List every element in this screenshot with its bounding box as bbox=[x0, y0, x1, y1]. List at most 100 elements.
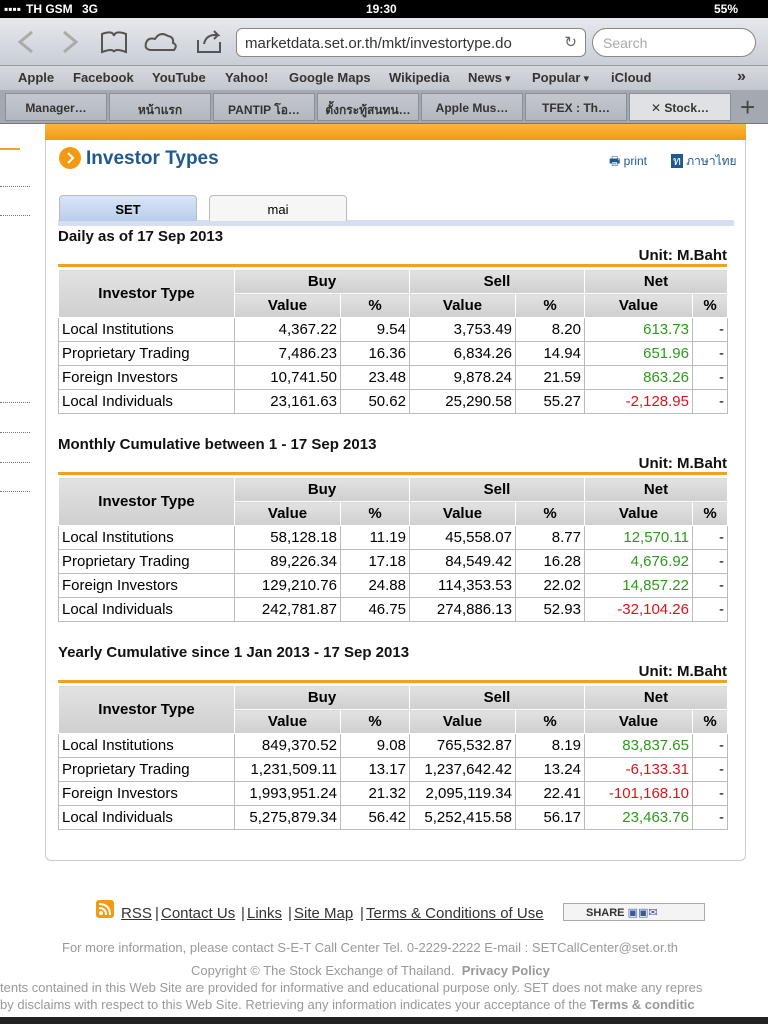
cell: 3,753.49 bbox=[409, 317, 516, 342]
tab-title: Apple Mus… bbox=[435, 101, 509, 115]
cell: 2,095,119.34 bbox=[409, 781, 516, 806]
bookmark[interactable]: Apple bbox=[18, 70, 55, 85]
page-title: Investor Types bbox=[86, 148, 219, 169]
cell: Local Individuals bbox=[58, 389, 235, 414]
header-cell: Net bbox=[583, 477, 729, 502]
cell: 9.54 bbox=[340, 317, 410, 342]
bookmark[interactable]: Google Maps bbox=[289, 70, 371, 85]
cell: 5,275,879.34 bbox=[234, 805, 341, 830]
terms-link[interactable]: Terms & conditic bbox=[590, 997, 695, 1012]
header-cell: Value bbox=[409, 501, 516, 526]
header-row: Value% Value% Value% bbox=[59, 501, 729, 526]
browser-tab[interactable]: Apple Mus… bbox=[421, 93, 523, 121]
browser-tab[interactable]: TFEX : Th… bbox=[525, 93, 627, 121]
mai-tab[interactable]: mai bbox=[209, 195, 347, 221]
reload-icon[interactable]: ↻ bbox=[564, 34, 577, 51]
cell: 22.41 bbox=[515, 781, 585, 806]
investor-table: Investor Type Buy Sell Net Value% Value% Value… bbox=[58, 477, 729, 622]
thai-link[interactable]: ท ภาษาไทย bbox=[671, 152, 737, 171]
cell: Local Institutions bbox=[58, 317, 235, 342]
bookmark[interactable]: YouTube bbox=[152, 70, 206, 85]
browser-tab[interactable]: หน้าแรก bbox=[109, 93, 211, 121]
cell: 4,676.92 bbox=[584, 549, 693, 574]
cell: 58,128.18 bbox=[234, 525, 341, 550]
footer-link[interactable]: RSS bbox=[121, 905, 152, 922]
time: 19:30 bbox=[366, 2, 397, 16]
thai-icon: ท bbox=[671, 154, 683, 168]
cell: 863.26 bbox=[584, 365, 693, 390]
header-cell: Net bbox=[583, 269, 729, 294]
cell: -6,133.31 bbox=[584, 757, 693, 782]
tab-title: TFEX : Th… bbox=[542, 101, 610, 115]
divider bbox=[58, 472, 727, 475]
cell: 4,367.22 bbox=[234, 317, 341, 342]
bookmark[interactable]: News bbox=[468, 70, 511, 85]
browser-tab[interactable]: ตั้งกระทู้สนทน… bbox=[317, 93, 419, 121]
bookmarks-button[interactable] bbox=[101, 31, 127, 54]
cell: 46.75 bbox=[340, 597, 410, 622]
cell: Foreign Investors bbox=[58, 573, 235, 598]
share-button[interactable]: SHARE ▣▣✉ bbox=[563, 903, 705, 921]
browser-toolbar: marketdata.set.or.th/mkt/investortype.do… bbox=[0, 18, 768, 66]
footer-link[interactable]: Links bbox=[247, 905, 283, 922]
cell: Proprietary Trading bbox=[58, 757, 235, 782]
cell: 23,161.63 bbox=[234, 389, 341, 414]
cell: - bbox=[691, 757, 729, 782]
browser-tab[interactable]: Manager… bbox=[5, 93, 107, 121]
bookmark[interactable]: Yahoo! bbox=[225, 70, 269, 85]
signal: ▪▪▪▪ bbox=[4, 2, 22, 16]
print-link[interactable]: 🖶 print bbox=[609, 154, 648, 168]
data-row: Proprietary Trading 7,486.23 16.36 6,834.26… bbox=[58, 341, 729, 366]
header-row: Investor Type Buy Sell Net bbox=[58, 477, 729, 526]
copyright-text: Copyright © The Stock Exchange of Thaila… bbox=[191, 963, 455, 978]
tab-title: Stock… bbox=[664, 101, 710, 115]
forward-button[interactable] bbox=[63, 30, 79, 54]
icloud-button[interactable] bbox=[144, 33, 177, 51]
search-field[interactable]: Search bbox=[592, 28, 756, 57]
investor-table: Investor Type Buy Sell Net Value% Value% Value… bbox=[58, 685, 729, 830]
url-field[interactable]: marketdata.set.or.th/mkt/investortype.do… bbox=[236, 28, 586, 57]
battery: 55% bbox=[714, 2, 739, 16]
disclaimer-line: tents contained in this Web Site are pro… bbox=[0, 980, 703, 995]
set-tab[interactable]: SET bbox=[59, 195, 197, 221]
header-cell: % bbox=[515, 293, 585, 318]
footer-link[interactable]: Contact Us bbox=[161, 905, 236, 922]
unit-label: Unit: M.Baht bbox=[638, 247, 727, 264]
privacy-link[interactable]: Privacy Policy bbox=[461, 963, 550, 978]
sidebar-line bbox=[0, 186, 30, 187]
bookmark[interactable]: Wikipedia bbox=[389, 70, 450, 85]
back-button[interactable] bbox=[17, 30, 33, 54]
cell: - bbox=[691, 317, 729, 342]
bookmark[interactable]: Popular bbox=[532, 70, 589, 85]
cell: 5,252,415.58 bbox=[409, 805, 516, 830]
header-cell: % bbox=[515, 501, 585, 526]
cell: - bbox=[691, 549, 729, 574]
bookmarks-bar: » Apple Facebook YouTube Yahoo! Google Maps W… bbox=[0, 66, 768, 90]
disclaimer-text: by disclaims with respect to this Web Si… bbox=[0, 997, 587, 1012]
tab-underline bbox=[58, 220, 734, 226]
close-tab[interactable]: ✕ bbox=[650, 101, 665, 115]
footer-link[interactable]: Site Map bbox=[294, 905, 354, 922]
share-button[interactable] bbox=[197, 30, 221, 53]
tab-title: ตั้งกระทู้สนทน… bbox=[325, 103, 411, 117]
bookmark[interactable]: iCloud bbox=[611, 70, 652, 85]
new-tab[interactable]: + bbox=[740, 92, 756, 122]
sidebar-line bbox=[0, 402, 30, 403]
data-row: Foreign Investors 1,993,951.24 21.32 2,095,… bbox=[58, 781, 729, 806]
divider bbox=[58, 264, 727, 267]
tab-title: หน้าแรก bbox=[137, 103, 183, 117]
unit-label: Unit: M.Baht bbox=[638, 663, 727, 680]
browser-tab[interactable]: PANTIP โอ… bbox=[213, 93, 315, 121]
cell: Foreign Investors bbox=[58, 365, 235, 390]
thai-text: ภาษาไทย bbox=[686, 154, 737, 168]
bookmark[interactable]: Facebook bbox=[73, 70, 134, 85]
data-row: Local Institutions 4,367.22 9.54 3,753.49 8.… bbox=[58, 317, 729, 342]
data-row: Local Institutions 58,128.18 11.19 45,558.0… bbox=[58, 525, 729, 550]
cell: 6,834.26 bbox=[409, 341, 516, 366]
footer-link[interactable]: Terms & Conditions of Use bbox=[366, 905, 544, 922]
header-cell: Buy bbox=[234, 685, 410, 710]
cell: 613.73 bbox=[584, 317, 693, 342]
browser-tab[interactable]: ✕ Stock… bbox=[629, 93, 731, 121]
toolbar-icons bbox=[17, 30, 221, 54]
more-bookmarks[interactable]: » bbox=[737, 68, 746, 85]
